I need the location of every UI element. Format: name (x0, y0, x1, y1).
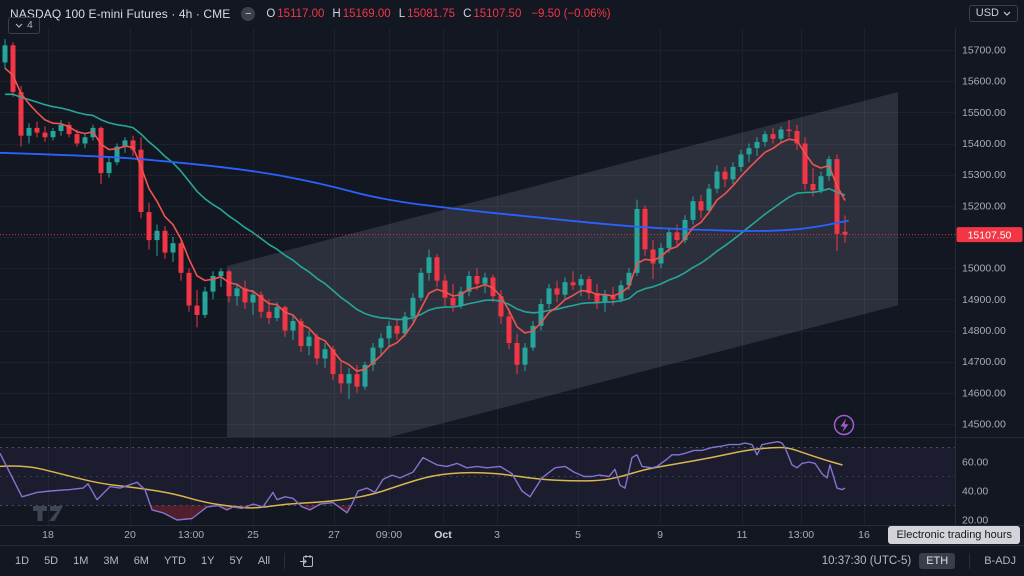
svg-text:9: 9 (657, 529, 663, 541)
svg-text:13:00: 13:00 (788, 529, 814, 541)
minus-icon: − (245, 7, 252, 20)
chevron-down-icon (1003, 11, 1011, 16)
svg-text:15200.00: 15200.00 (962, 200, 1006, 212)
session-toolbar: 10:37:30 (UTC-5) ETH B-ADJ (822, 553, 1016, 569)
svg-text:15700.00: 15700.00 (962, 45, 1006, 57)
svg-text:Oct: Oct (434, 529, 452, 541)
svg-text:15300.00: 15300.00 (962, 169, 1006, 181)
svg-text:60.00: 60.00 (962, 457, 988, 469)
indicator-count: 4 (27, 19, 33, 31)
currency-selector[interactable]: USD (968, 5, 1018, 22)
change-value: −9.50 (−0.06%) (531, 8, 611, 20)
close-value: 15107.50 (473, 8, 522, 20)
svg-text:13:00: 13:00 (178, 529, 204, 541)
ma-fast-line (4, 67, 846, 373)
svg-text:5: 5 (575, 529, 581, 541)
svg-text:14800.00: 14800.00 (962, 325, 1006, 337)
close-label: C (463, 8, 472, 20)
high-value: 15169.00 (342, 8, 391, 20)
svg-text:15000.00: 15000.00 (962, 263, 1006, 275)
clock[interactable]: 10:37:30 (UTC-5) (821, 555, 912, 567)
range-1Y[interactable]: 1Y (194, 552, 221, 570)
chevron-down-icon (15, 23, 23, 28)
svg-text:15107.50: 15107.50 (968, 229, 1012, 241)
currency-label: USD (975, 7, 999, 19)
svg-text:15400.00: 15400.00 (962, 138, 1006, 150)
range-6M[interactable]: 6M (127, 552, 156, 570)
svg-text:14600.00: 14600.00 (962, 387, 1006, 399)
range-All[interactable]: All (251, 552, 277, 570)
range-3M[interactable]: 3M (96, 552, 125, 570)
low-value: 15081.75 (407, 8, 456, 20)
ma-slow-line (0, 151, 849, 232)
low-label: L (398, 8, 406, 20)
svg-text:14900.00: 14900.00 (962, 294, 1006, 306)
session-eth-button[interactable]: ETH (919, 553, 956, 569)
symbol-title[interactable]: NASDAQ 100 E-mini Futures · 4h · CME (10, 7, 231, 21)
svg-text:18: 18 (42, 529, 54, 541)
range-5Y[interactable]: 5Y (222, 552, 249, 570)
goto-date-button[interactable] (292, 550, 322, 572)
hide-indicator-button[interactable]: − (241, 7, 256, 21)
svg-text:09:00: 09:00 (376, 529, 402, 541)
channel-drawing (227, 92, 898, 437)
chart-legend: NASDAQ 100 E-mini Futures · 4h · CME − O… (0, 0, 1024, 28)
rsi-ma-line (0, 446, 843, 509)
svg-text:16: 16 (858, 529, 870, 541)
ma-mid-line (4, 93, 846, 321)
candlestick-series (2, 39, 848, 400)
svg-text:20: 20 (124, 529, 136, 541)
svg-text:14700.00: 14700.00 (962, 356, 1006, 368)
open-label: O (266, 8, 276, 20)
svg-text:40.00: 40.00 (962, 486, 988, 498)
svg-text:14500.00: 14500.00 (962, 419, 1006, 431)
bottom-toolbar: 1D 5D 1M 3M 6M YTD 1Y 5Y All 10:37:30 (UTC-5) ET… (0, 545, 1024, 576)
rsi-pane (0, 447, 955, 520)
svg-text:15600.00: 15600.00 (962, 76, 1006, 88)
range-1M[interactable]: 1M (66, 552, 95, 570)
toolbar-divider (969, 553, 971, 569)
rsi-line (0, 441, 846, 521)
range-5D[interactable]: 5D (37, 552, 65, 570)
high-label: H (332, 8, 341, 20)
time-axis[interactable]: 18 20 13:00 25 27 09:00 Oct 3 5 9 11 13:00 16 (42, 529, 870, 541)
price-axis[interactable]: 14500.00 14600.00 14700.00 14800.00 14900.00… (962, 45, 1006, 527)
session-tooltip: Electronic trading hours (888, 526, 1020, 544)
svg-text:15500.00: 15500.00 (962, 107, 1006, 119)
open-value: 15117.00 (277, 8, 325, 20)
range-1D[interactable]: 1D (8, 552, 36, 570)
svg-text:11: 11 (737, 529, 748, 541)
svg-text:3: 3 (494, 529, 500, 541)
svg-text:25: 25 (247, 529, 259, 541)
last-price-badge: 15107.50 (956, 227, 1023, 243)
grid (0, 28, 955, 525)
svg-text:20.00: 20.00 (962, 515, 988, 527)
adjustment-badj-button[interactable]: B-ADJ (984, 555, 1016, 567)
tradingview-logo (33, 506, 63, 521)
ohlc-values: O 15117.00 H 15169.00 L 15081.75 C 15107.50 … (266, 8, 610, 20)
range-YTD[interactable]: YTD (157, 552, 193, 570)
range-toolbar: 1D 5D 1M 3M 6M YTD 1Y 5Y All (8, 550, 322, 572)
toolbar-divider (284, 553, 286, 569)
svg-text:27: 27 (328, 529, 340, 541)
calendar-arrow-icon (300, 555, 314, 567)
indicators-collapse-chip[interactable]: 4 (8, 17, 40, 34)
pane-separators (0, 28, 1024, 526)
flash-icon[interactable] (833, 414, 855, 436)
